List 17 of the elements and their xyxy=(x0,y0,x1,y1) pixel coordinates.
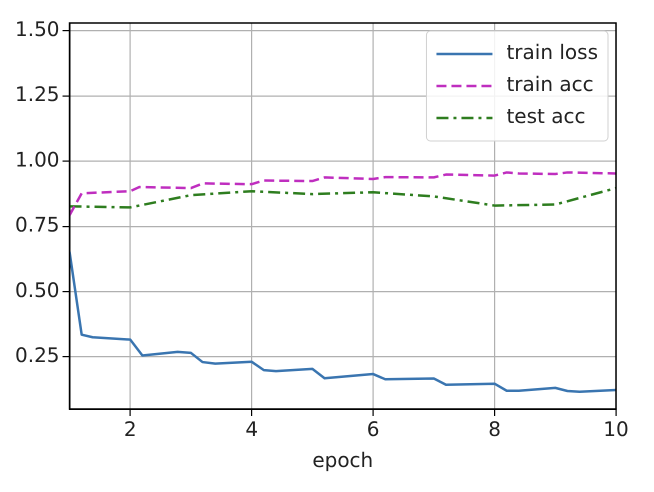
x-tick-label: 8 xyxy=(488,417,501,442)
x-tick-label: 10 xyxy=(603,417,629,442)
y-tick-label: 0.25 xyxy=(15,343,60,368)
y-tick-label: 0.50 xyxy=(15,278,60,302)
y-tick-label: 1.00 xyxy=(15,147,60,172)
x-tick-label: 2 xyxy=(124,417,137,442)
y-tick-label: 0.75 xyxy=(15,212,60,237)
x-tick-label: 6 xyxy=(366,417,380,442)
line-series xyxy=(70,186,616,209)
legend-label: train acc xyxy=(506,72,594,96)
x-axis-title: epoch xyxy=(312,448,374,472)
x-tick-label: 4 xyxy=(245,417,258,442)
y-tick-label: 1.25 xyxy=(15,82,60,106)
legend-label: test acc xyxy=(506,104,586,128)
line-series xyxy=(70,171,616,216)
y-tick-label: 1.50 xyxy=(15,17,60,42)
legend-label: train loss xyxy=(506,40,598,64)
